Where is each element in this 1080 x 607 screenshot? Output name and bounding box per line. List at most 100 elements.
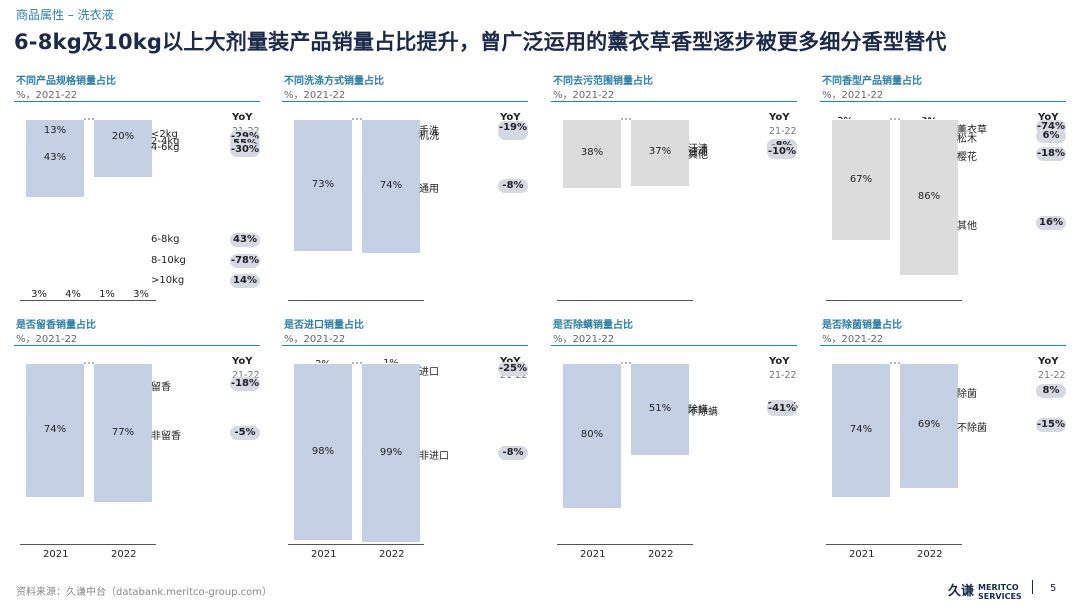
yoy-pill: -19% — [498, 121, 528, 136]
bar-value-label: 3% — [133, 289, 149, 300]
yoy-pill: -78% — [230, 254, 260, 268]
yoy-header: YoY — [232, 112, 253, 123]
bar-segment — [94, 363, 152, 503]
category-label: 除螨 — [688, 405, 708, 417]
yoy-header: YoY — [1038, 112, 1059, 123]
bar-value-label: 77% — [111, 426, 135, 438]
category-label: 4-6kg — [151, 141, 180, 153]
chart-unit: %，2021-22 — [284, 90, 346, 101]
chart-panel: 不同香型产品销量占比%，2021-22YoY21-2226%3%3%67%7%4… — [820, 72, 1070, 310]
bar-segment — [362, 119, 420, 253]
bar-value-label: 67% — [849, 173, 873, 185]
chart-divider — [551, 101, 797, 102]
bar-value-label: 69% — [917, 419, 941, 431]
yoy-header: YoY — [500, 356, 520, 367]
bar-segment — [26, 363, 84, 497]
x-axis — [557, 544, 693, 545]
bar-segment — [563, 363, 621, 508]
category-label: 通用 — [419, 183, 439, 195]
logo-cn: 久谦 — [948, 584, 975, 599]
chart-title: 不同洗涤方式销量占比 — [284, 76, 384, 87]
bar-value-label: 4% — [65, 289, 81, 300]
chart-title: 不同产品规格销量占比 — [16, 76, 116, 87]
category-label: >10kg — [151, 275, 185, 286]
yoy-pill: -10% — [767, 145, 797, 160]
x-axis — [20, 300, 156, 301]
bar-value-label: 37% — [648, 146, 672, 158]
bar-value-label: 98% — [311, 445, 335, 457]
x-axis — [826, 300, 962, 301]
category-label: 非进口 — [419, 450, 449, 462]
chart-unit: %，2021-22 — [553, 334, 615, 345]
x-axis — [20, 544, 156, 545]
bar-value-label: 74% — [849, 423, 873, 435]
category-label: 油渍 — [688, 146, 708, 158]
category-label: 除菌 — [957, 389, 977, 401]
yoy-header: YoY — [769, 112, 790, 123]
category-label: 8-10kg — [151, 255, 186, 266]
yoy-pill: -15% — [1036, 418, 1066, 433]
yoy-pill: -8% — [498, 445, 528, 460]
meritco-logo: 久谦 MERITCO SERVICES — [948, 580, 1022, 601]
chart-title: 是否除菌销量占比 — [822, 320, 902, 331]
bar-value-label: 1% — [99, 289, 115, 300]
category-label: 其他 — [688, 150, 708, 162]
bar-value-label: 73% — [311, 179, 335, 191]
bar-segment — [900, 363, 958, 488]
chart-unit: %，2021-22 — [822, 90, 884, 101]
year-label: 2021 — [580, 549, 606, 560]
breadcrumb: 商品属性 – 洗衣液 — [16, 8, 114, 22]
yoy-pill: 43% — [230, 233, 260, 247]
bar-value-label: 74% — [379, 179, 403, 191]
bar-value-label: 38% — [580, 147, 604, 159]
chart-title: 不同去污范围销量占比 — [553, 76, 653, 87]
year-label: 2022 — [111, 549, 137, 560]
chart-divider — [282, 345, 528, 346]
category-label: 不除螨 — [688, 407, 718, 419]
page-number: 5 — [1050, 583, 1057, 594]
chart-unit: %，2021-22 — [553, 90, 615, 101]
chart-title: 是否留香销量占比 — [16, 320, 96, 331]
chart-divider — [14, 101, 260, 102]
yoy-pill: -18% — [1036, 147, 1066, 161]
yoy-header: YoY — [500, 112, 521, 123]
year-label: 2021 — [43, 549, 69, 560]
bar-value-label: 13% — [43, 124, 67, 136]
chart-panel: 不同产品规格销量占比%，2021-22YoY21-2224%15%43%13%4… — [14, 72, 264, 310]
yoy-pill: -8% — [498, 178, 528, 193]
category-label: 薰衣草 — [957, 125, 987, 136]
chart-unit: %，2021-22 — [284, 334, 346, 345]
yoy-pill: 14% — [230, 274, 260, 288]
chart-divider — [14, 345, 260, 346]
yoy-pill: -18% — [230, 376, 260, 391]
bar-value-label: 80% — [580, 429, 604, 441]
bar-segment — [832, 363, 890, 497]
category-label: 留香 — [151, 381, 171, 393]
bar-segment — [362, 363, 420, 543]
yoy-period: 21-22 — [232, 370, 260, 381]
x-axis — [288, 300, 424, 301]
chart-panel: 不同去污范围销量占比%，2021-22YoY21-2232%30%38%33%3… — [551, 72, 801, 310]
x-axis — [288, 544, 424, 545]
bar-segment — [563, 119, 621, 188]
yoy-pill: -41% — [767, 402, 797, 417]
bar-segment — [94, 119, 152, 121]
logo-en-line2: SERVICES — [978, 591, 1022, 601]
bar-segment — [294, 119, 352, 252]
bar-segment — [294, 363, 352, 541]
year-label: 2021 — [849, 549, 875, 560]
category-label: 松木 — [957, 134, 977, 145]
chart-unit: %，2021-22 — [16, 334, 78, 345]
x-axis — [557, 300, 693, 301]
bar-value-label: 86% — [917, 190, 941, 202]
page-title: 6-8kg及10kg以上大剂量装产品销量占比提升，曾广泛运用的薰衣草香型逐步被更… — [14, 30, 947, 54]
bar-segment — [631, 119, 689, 186]
yoy-pill: -5% — [230, 425, 260, 440]
bar-value-label: 99% — [379, 446, 403, 458]
category-label: 不除菌 — [957, 423, 987, 435]
chart-unit: %，2021-22 — [822, 334, 884, 345]
x-axis — [826, 544, 962, 545]
chart-divider — [551, 345, 797, 346]
year-label: 2022 — [379, 549, 405, 560]
yoy-header: YoY — [1038, 356, 1059, 367]
